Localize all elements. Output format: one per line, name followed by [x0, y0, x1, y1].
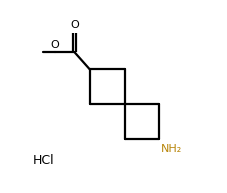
Text: NH₂: NH₂	[160, 144, 182, 154]
Text: HCl: HCl	[33, 154, 54, 167]
Text: O: O	[70, 20, 79, 30]
Text: O: O	[51, 40, 59, 50]
